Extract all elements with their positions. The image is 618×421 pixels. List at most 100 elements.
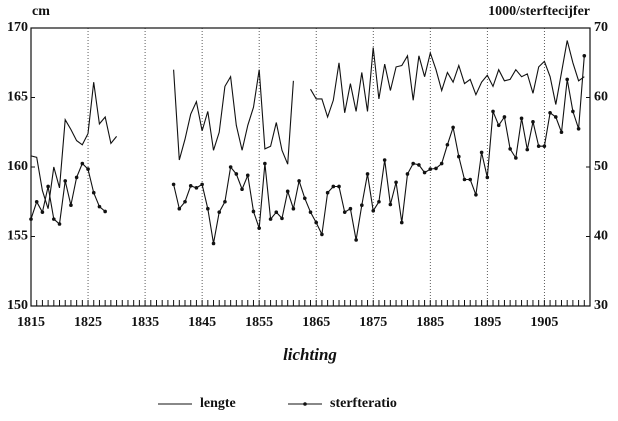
point [354, 238, 358, 242]
x-axis-label: lichting [283, 345, 337, 364]
y2-axis-label: 1000/sterftecijfer [488, 4, 590, 19]
point [46, 184, 50, 189]
point [525, 147, 530, 152]
point [457, 154, 461, 159]
point [474, 193, 478, 197]
y-tick-label: 150 [7, 298, 28, 313]
point [360, 203, 364, 208]
point [337, 184, 341, 189]
point [280, 216, 284, 221]
point [285, 189, 290, 194]
point [371, 208, 376, 213]
y-tick-label: 155 [7, 229, 28, 244]
point [394, 180, 398, 185]
point [314, 220, 319, 225]
point [97, 204, 102, 209]
point [485, 175, 490, 180]
point [411, 161, 415, 166]
legend-marker [303, 402, 307, 406]
point [291, 206, 296, 211]
point [274, 210, 279, 214]
point [268, 217, 273, 221]
point [451, 125, 455, 130]
y-tick-label: 160 [7, 159, 28, 174]
x-tick-label: 1835 [131, 315, 159, 330]
point [206, 206, 210, 211]
point [240, 187, 244, 192]
point [553, 115, 558, 119]
series-line [30, 40, 585, 209]
point [86, 167, 90, 171]
legend-label: lengte [200, 396, 236, 411]
point [183, 199, 187, 204]
point [491, 109, 495, 114]
x-tick-label: 1815 [17, 315, 45, 330]
plot-frame [30, 27, 591, 307]
point [439, 161, 444, 166]
x-tick-label: 1845 [188, 315, 216, 330]
point [388, 202, 393, 207]
point [571, 109, 575, 114]
point [74, 175, 79, 180]
point [348, 206, 353, 211]
point [80, 161, 85, 166]
point [479, 150, 484, 155]
point [223, 199, 227, 204]
point [29, 217, 33, 221]
x-tick-label: 1865 [302, 315, 330, 330]
point [257, 226, 261, 230]
point [565, 77, 569, 82]
point [417, 163, 421, 167]
point [365, 172, 370, 176]
x-tick-label: 1875 [359, 315, 387, 330]
x-tick-label: 1855 [245, 315, 273, 330]
point [217, 210, 222, 214]
x-tick-label: 1905 [530, 315, 558, 330]
point [245, 173, 250, 178]
point [63, 179, 68, 183]
point [57, 222, 62, 226]
x-tick-label: 1885 [416, 315, 444, 330]
point [496, 123, 501, 128]
point [34, 199, 39, 204]
y2-tick-label: 50 [594, 159, 608, 174]
point [228, 165, 233, 169]
point [200, 182, 204, 187]
point [377, 199, 381, 204]
point [171, 182, 176, 187]
point [399, 220, 404, 225]
point [297, 179, 301, 183]
y-tick-label: 165 [7, 90, 28, 105]
point [40, 210, 45, 214]
point [211, 241, 216, 246]
point [536, 144, 541, 148]
point [263, 161, 267, 166]
point [548, 110, 552, 115]
point [177, 206, 182, 211]
point [382, 158, 387, 162]
point [582, 54, 587, 58]
point [514, 156, 518, 160]
point [194, 186, 199, 190]
y-tick-label: 170 [7, 20, 28, 35]
point [542, 144, 547, 148]
y-axis-label: cm [32, 4, 50, 19]
point [234, 172, 239, 176]
point [52, 217, 56, 221]
x-tick-label: 1825 [74, 315, 102, 330]
point [428, 167, 433, 171]
point [331, 184, 336, 189]
y2-tick-label: 70 [594, 20, 608, 35]
point [405, 172, 410, 176]
point [69, 203, 73, 208]
y2-tick-label: 30 [594, 298, 608, 313]
point [468, 177, 473, 182]
y2-tick-label: 60 [594, 90, 608, 105]
point [302, 196, 307, 201]
point [576, 126, 581, 131]
point [308, 210, 313, 214]
x-tick-label: 1895 [473, 315, 501, 330]
point [502, 115, 507, 119]
point [519, 116, 524, 121]
